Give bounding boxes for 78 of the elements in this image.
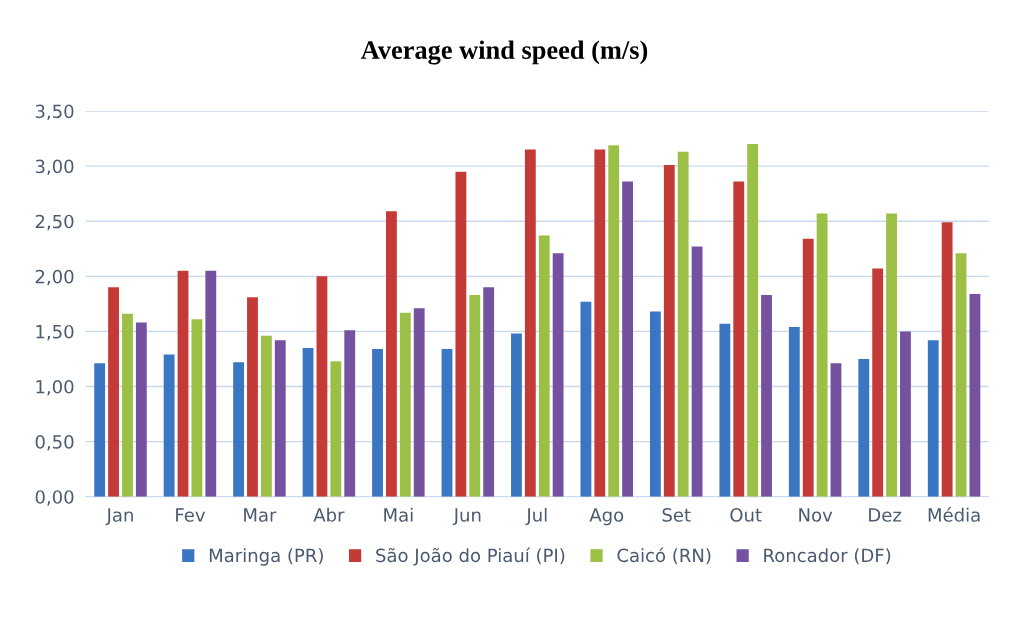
x-tick-label: Ago (589, 508, 624, 526)
bar (399, 312, 411, 497)
y-tick-label: 3,50 (35, 104, 74, 121)
bar (316, 276, 328, 497)
bar (733, 181, 745, 497)
x-tick-label: Set (662, 508, 691, 522)
x-tick-label: Nov (799, 508, 833, 522)
chart-title: Average wind speed (m/s) (360, 40, 648, 65)
bar (955, 253, 967, 497)
bar (608, 145, 620, 497)
bar (538, 235, 550, 497)
bar (580, 301, 592, 497)
bar (330, 361, 342, 497)
legend-label: São João do Piauí (PI) (376, 547, 565, 566)
bar (941, 222, 953, 497)
y-tick-label: 0,50 (35, 435, 74, 451)
bar (274, 340, 286, 497)
bar (761, 295, 772, 497)
bar (177, 270, 189, 497)
y-tick-label: 1,00 (36, 379, 74, 396)
bar (788, 327, 800, 497)
bar (802, 238, 814, 497)
bar (524, 149, 536, 497)
bar (344, 330, 356, 497)
bar (886, 213, 897, 497)
bar (622, 181, 634, 497)
x-tick-label: Jan (105, 508, 133, 526)
x-tick-label: Mai (384, 507, 413, 522)
bar (94, 363, 106, 497)
y-tick-label: 1,50 (36, 324, 74, 341)
bar (205, 270, 217, 497)
y-tick-label: 2,50 (35, 214, 74, 231)
bar (858, 358, 870, 497)
bar (816, 213, 828, 497)
bar (594, 149, 606, 497)
bar (386, 211, 397, 497)
bar (108, 287, 119, 497)
bar (969, 293, 981, 497)
bar (691, 246, 703, 497)
x-tick-label: Abr (313, 507, 345, 522)
y-tick-label: 2,00 (35, 269, 74, 286)
bar (247, 297, 258, 497)
x-tick-label: Fev (176, 508, 206, 522)
bar (302, 347, 314, 497)
bar (233, 362, 245, 497)
x-tick-label: Média (928, 507, 980, 522)
bar (191, 319, 203, 497)
x-tick-label: Jul (525, 507, 547, 526)
x-tick-label: Dez (869, 508, 902, 522)
bar (649, 311, 661, 497)
bar (900, 331, 911, 497)
x-tick-label: Jun (452, 508, 481, 526)
legend-label: Maringa (PR) (209, 548, 323, 566)
bar (663, 165, 675, 497)
bar (441, 349, 453, 497)
bar (677, 151, 689, 497)
bar (163, 354, 175, 497)
x-tick-label: Out (730, 508, 762, 522)
bar (872, 268, 884, 497)
legend-label: Caicó (RN) (617, 547, 711, 565)
y-tick-label: 3,00 (35, 159, 74, 176)
bar (122, 313, 133, 497)
bar (260, 335, 272, 497)
bar (747, 144, 759, 497)
bar (372, 349, 383, 497)
bar (927, 340, 939, 497)
bar (469, 295, 481, 497)
bar (483, 287, 495, 497)
bar (830, 363, 842, 497)
bar (135, 322, 147, 497)
bar (413, 308, 425, 497)
bar (455, 171, 467, 497)
bar (511, 333, 522, 497)
bar (552, 253, 564, 497)
x-tick-label: Mar (244, 508, 277, 522)
bar (719, 323, 731, 497)
legend-label: Roncador (DF) (764, 548, 891, 565)
y-tick-label: 0,00 (35, 490, 74, 506)
